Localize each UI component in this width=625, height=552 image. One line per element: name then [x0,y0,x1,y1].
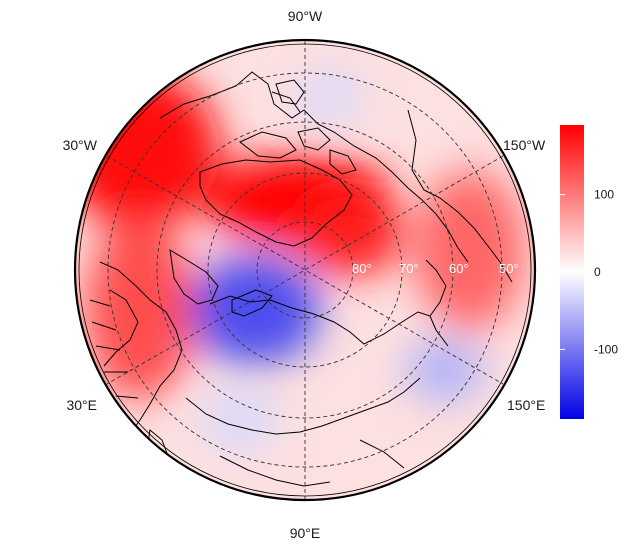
lon-label-90w: 90°W [288,8,323,24]
cb-tick-label-0: 0 [594,265,601,279]
lon-label-150e: 150°E [507,397,545,413]
map-border-inner [78,43,532,497]
lon-label-30e: 30°E [66,397,97,413]
north-america-coastline [159,71,469,263]
latitude-labels: 80° 70° 60° 50° [352,261,519,276]
anomaly-negative-bering [405,338,485,402]
lon-label-30w: 30°W [63,137,98,153]
lat-circle-60 [156,121,454,419]
canadian-archipelago-coastline [239,127,357,175]
cb-tick-label-neg100: -100 [594,342,618,356]
colorbar-ticks: 100 0 -100 [560,188,618,356]
meridian-30w-150e [106,155,504,385]
colorbar: 100 0 -100 [560,125,618,419]
lat-label-70: 70° [399,261,419,276]
lat-label-60: 60° [449,261,469,276]
anomaly-positive-arctic-ocean [295,195,405,275]
meridian-150w-30e [106,155,504,385]
cb-tick-label-100: 100 [594,188,614,202]
bering-strait-coastline [425,259,449,347]
lat-circle-80 [256,221,354,319]
lon-label-90e: 90°E [290,525,321,541]
map-border-outer [73,38,537,502]
anomaly-positive-alaska [415,170,525,330]
graticule [106,41,504,499]
siberia-coastline [209,295,431,345]
lat-label-80: 80° [352,261,372,276]
greenland-coastline [199,159,353,247]
scandinavia-coastline [169,249,219,305]
field-blobs [76,70,525,450]
longitude-labels: 90°W 150°W 150°E 90°E 30°E 30°W [63,8,546,541]
coastlines [89,71,513,487]
anomaly-negative-central-asia [200,390,280,450]
hudson-bay-coastline [275,79,305,105]
anomaly-negative-barents-kara [190,255,320,365]
anomaly-positive-scandinavia [85,220,195,400]
lat-circle-70 [207,172,403,368]
lon-label-150w: 150°W [503,137,546,153]
asia-borders [185,377,421,487]
anomaly-negative-hudson [295,70,365,120]
lat-label-50: 50° [499,261,519,276]
alaska-coastline [407,109,513,283]
anomaly-field [76,41,534,499]
europe-borders [89,299,139,399]
europe-coastline [99,261,183,435]
novaya-zemlya-coastline [231,289,273,317]
